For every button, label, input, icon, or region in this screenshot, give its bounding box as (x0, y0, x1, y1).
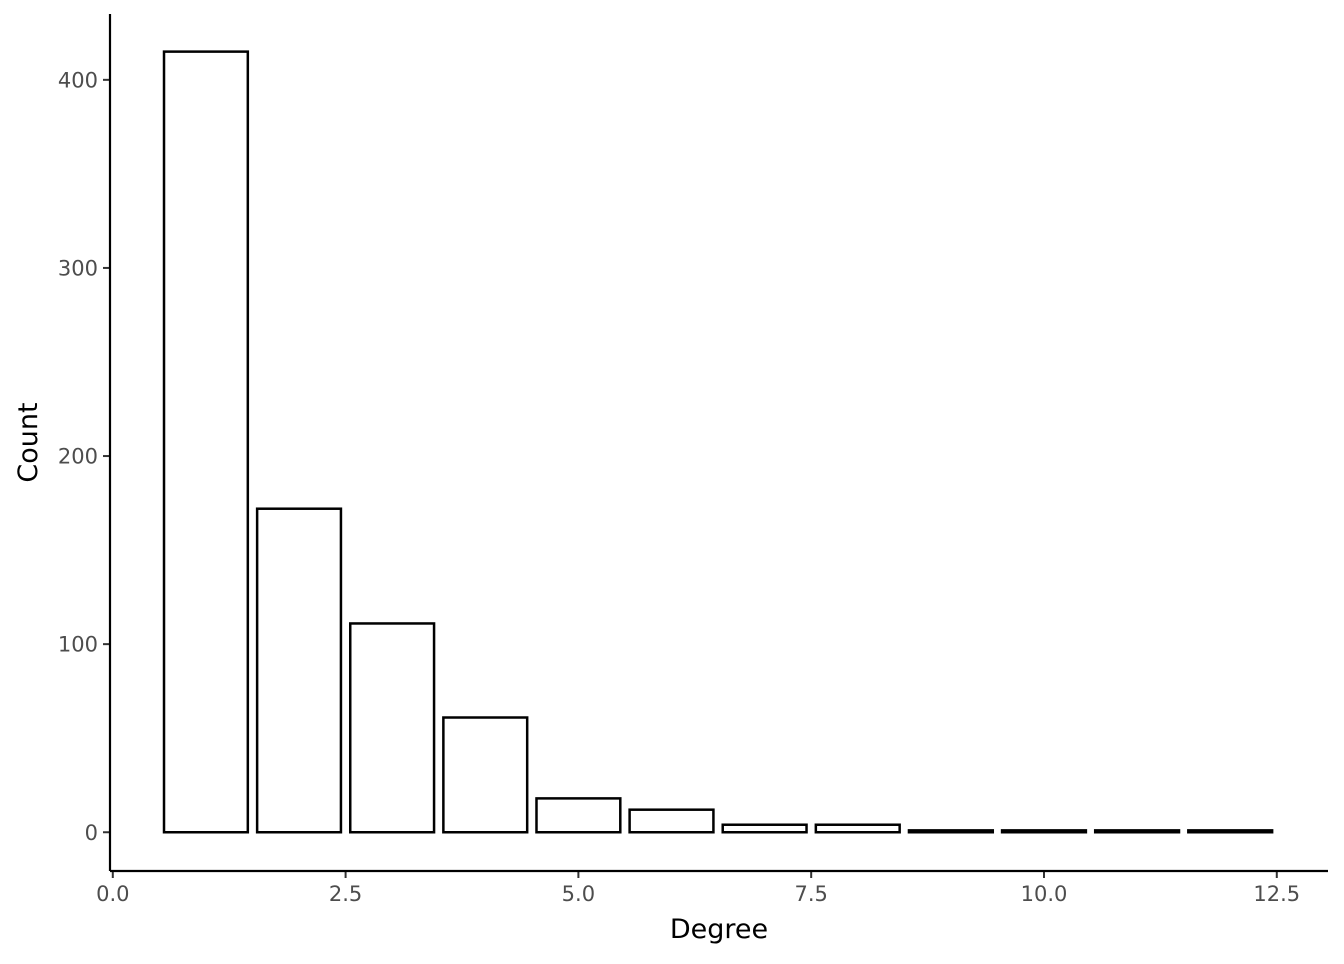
y-tick-label: 100 (58, 633, 98, 657)
bars-group (162, 50, 1274, 834)
x-axis-ticks: 0.0 2.5 5.0 7.5 10.0 12.5 (96, 871, 1300, 906)
y-tick-label: 400 (58, 68, 98, 92)
bar-degree-11 (1093, 829, 1181, 834)
x-tick-label: 5.0 (562, 882, 595, 906)
bar-degree-10 (1000, 829, 1088, 834)
bar-degree-3 (349, 622, 436, 834)
bar-degree-4 (442, 716, 529, 834)
x-tick-label: 0.0 (96, 882, 129, 906)
bar-degree-2 (255, 507, 343, 834)
bar-degree-12 (1187, 829, 1274, 834)
y-tick-label: 300 (58, 256, 98, 280)
bar-degree-9 (907, 829, 995, 834)
y-axis-title: Count (13, 402, 44, 482)
bar-degree-1 (162, 50, 250, 834)
bar-degree-6 (628, 808, 715, 834)
y-axis-ticks: 0 100 200 300 400 (58, 68, 110, 845)
x-tick-label: 10.0 (1021, 882, 1068, 906)
x-tick-label: 7.5 (794, 882, 827, 906)
x-tick-label: 2.5 (329, 882, 362, 906)
y-tick-label: 0 (85, 821, 98, 845)
bar-degree-7 (721, 823, 808, 834)
y-tick-label: 200 (58, 445, 98, 469)
x-axis-title: Degree (670, 914, 768, 945)
bar-degree-5 (535, 797, 622, 834)
x-tick-label: 12.5 (1253, 882, 1300, 906)
bar-degree-8 (814, 823, 901, 834)
